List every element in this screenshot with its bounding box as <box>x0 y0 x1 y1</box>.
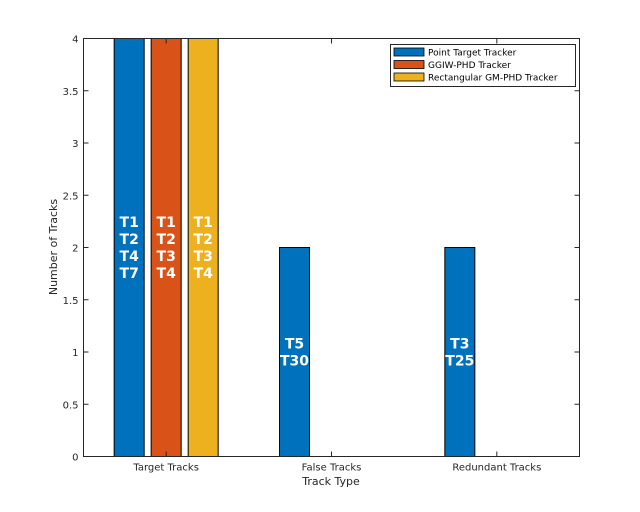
bar-data-label: T2 <box>194 232 213 248</box>
y-tick-label: 1 <box>72 348 78 359</box>
bar-point-target-tracker-redundant-tracks <box>444 247 476 457</box>
bar-data-label: T30 <box>280 354 309 370</box>
bar-data-label: T3 <box>157 249 176 265</box>
y-tick-label: 0 <box>72 453 78 464</box>
bar-data-label: T4 <box>194 266 214 282</box>
x-tick-label: Target Tracks <box>132 463 199 474</box>
y-axis: 0 0.5 1 1.5 2 2.5 3 3.5 4 <box>63 35 580 464</box>
legend-swatch <box>393 47 425 57</box>
bar-data-label: T3 <box>194 249 213 265</box>
legend: Point Target Tracker GGIW-PHD Tracker Rect… <box>390 44 576 87</box>
y-tick-label: 2 <box>72 244 78 255</box>
bar-data-label: T1 <box>120 215 139 231</box>
bar-data-label: T4 <box>157 266 177 282</box>
bar-point-target-tracker-target-tracks <box>113 38 145 457</box>
bar-point-target-tracker-false-tracks <box>279 247 310 457</box>
bar-data-label: T4 <box>120 249 140 265</box>
legend-swatch <box>393 60 425 69</box>
bar-data-label: T3 <box>450 337 469 353</box>
legend-entry-label: Rectangular GM-PHD Tracker <box>428 74 558 84</box>
y-tick-label: 2.5 <box>63 191 79 202</box>
bar-data-label: T2 <box>157 232 176 248</box>
legend-entry-label: Point Target Tracker <box>428 49 517 59</box>
bars-group <box>113 38 476 457</box>
x-tick-label: Redundant Tracks <box>452 463 541 474</box>
y-tick-label: 1.5 <box>63 296 79 307</box>
y-tick-label: 4 <box>72 35 78 46</box>
bar-data-label: T7 <box>120 266 139 282</box>
x-axis-label: Track Type <box>301 475 360 488</box>
y-tick-label: 3.5 <box>63 87 79 98</box>
bar-data-label: T1 <box>157 215 176 231</box>
y-tick-label: 3 <box>72 139 78 150</box>
legend-swatch <box>393 72 425 82</box>
y-axis-label: Number of Tracks <box>47 199 60 296</box>
bar-data-label: T5 <box>285 337 304 353</box>
x-axis: Target Tracks False Tracks Redundant Track… <box>132 38 541 474</box>
bar-data-label: T25 <box>445 354 474 370</box>
bar-data-label: T1 <box>194 215 213 231</box>
bar-data-label: T2 <box>120 232 139 248</box>
x-tick-label: False Tracks <box>302 463 362 474</box>
y-tick-label: 0.5 <box>63 400 79 411</box>
legend-entry-label: GGIW-PHD Tracker <box>428 61 511 71</box>
